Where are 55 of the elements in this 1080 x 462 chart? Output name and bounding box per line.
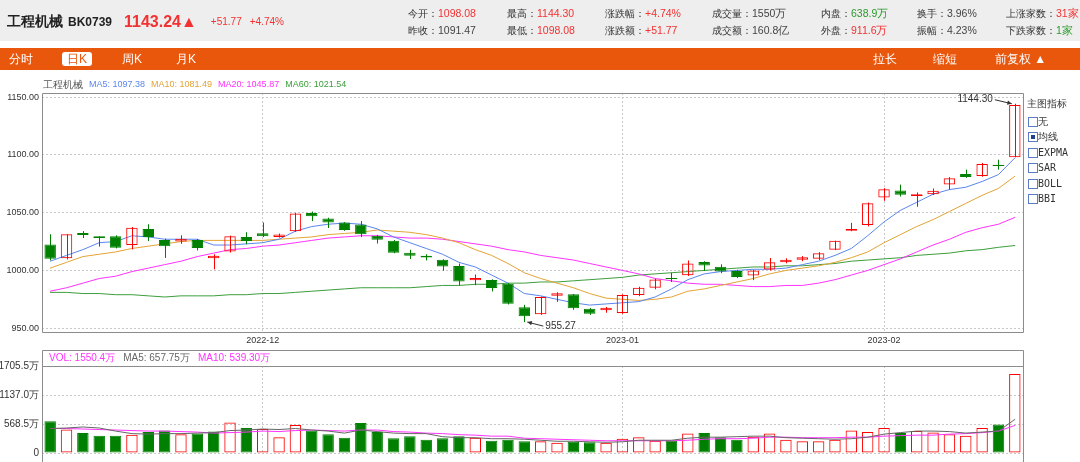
text: 换手：3.96% [917,7,977,19]
text: MA10: 539.30万 [197,351,271,364]
x-tick-label: 2022-12 [246,334,280,345]
text: 1143.24▲ [124,12,197,31]
text: 成交量：1550万 [712,7,787,19]
text: 下跌家数：1家 [1006,24,1073,36]
text: MA10: 1081.49 [151,78,213,91]
text: 无 [1038,116,1048,128]
y-tick-label: 1705.5万 [0,359,39,371]
text: 缩短 [933,51,957,67]
text: 外盘：911.6万 [821,24,888,36]
chart-title: 工程机械 [43,78,83,91]
text: 工程机械 [7,12,63,31]
text: MA20: 1045.87 [218,78,280,91]
text: 今开：1098.08 [408,7,476,19]
text: 内盘：638.9万 [821,7,889,19]
text: 涨跌额：+51.77 [605,24,678,36]
text: +51.77 [210,16,242,27]
y-tick-label: 1100.00 [7,149,39,160]
text: MA60: 1021.54 [285,78,347,91]
annotation: 1144.30 [957,93,994,105]
y-tick-label: 1137.0万 [0,388,39,400]
y-tick-label: 1000.00 [6,264,39,275]
text: 振幅：4.23% [917,24,977,36]
x-tick-label: 2023-01 [605,334,639,345]
text: 月K [176,51,197,67]
text: BOLL [1038,177,1063,190]
text: BK0739 [68,14,113,29]
text: BBI [1038,193,1057,205]
text: 均线 [1038,131,1058,144]
y-tick-label: 1150.00 [7,91,39,102]
text: 成交额：160.8亿 [712,24,790,36]
text: 前复权 ▲ [995,51,1047,67]
text: 最低：1098.08 [507,24,575,36]
text: MA5: 1097.38 [89,78,146,91]
y-tick-label: 950.00 [11,322,39,333]
text: 最高：1144.30 [507,7,575,19]
chart-title: VOL: 1550.4万 [49,351,116,364]
text: 上涨家数：31家 [1006,7,1079,19]
text: 拉长 [873,51,897,67]
text: MA5: 657.75万 [123,351,190,364]
text: +4.74% [249,16,284,27]
text: EXPMA [1038,146,1069,159]
text: 日K [62,52,93,66]
x-tick-label: 2023-02 [867,334,901,345]
text: 周K [122,51,143,67]
text: 涨跌幅：+4.74% [605,7,681,19]
y-tick-label: 568.5万 [3,417,39,429]
y-tick-label: 1050.00 [6,207,39,218]
text: 分时 [9,51,33,67]
y-tick-label: 0 [33,446,40,458]
annotation: 955.27 [545,319,577,331]
text: SAR [1038,162,1057,175]
text: 昨收：1091.47 [408,24,476,36]
text: 主图指标 [1027,98,1067,110]
